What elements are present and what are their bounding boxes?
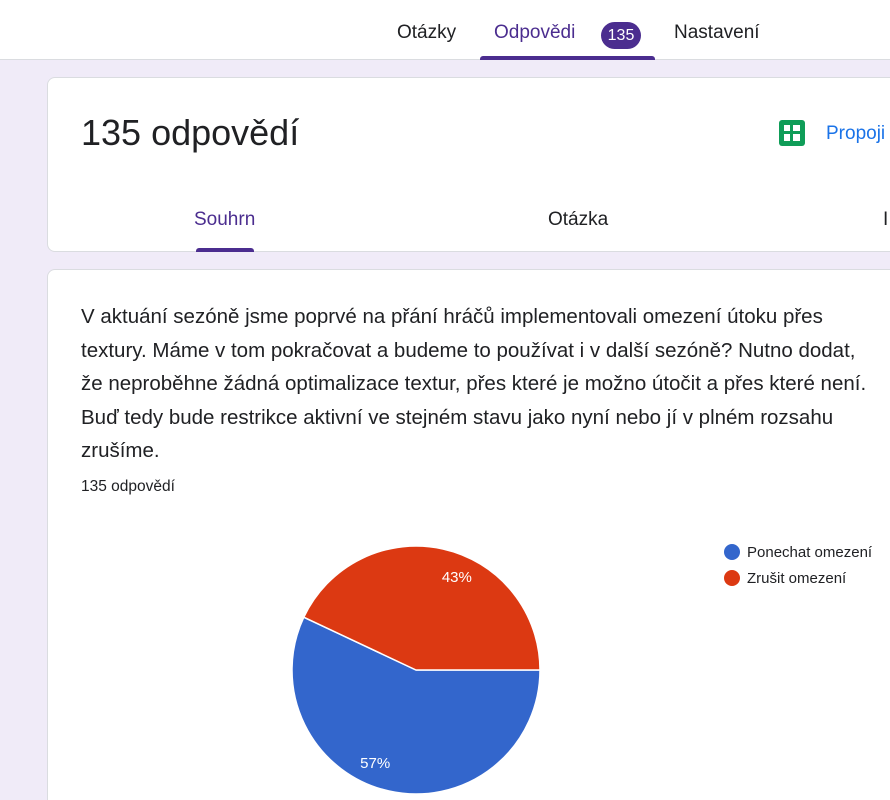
tab-summary[interactable]: Souhrn — [194, 209, 256, 230]
summary-tab-indicator — [196, 248, 254, 252]
tab-responses[interactable]: Odpovědi — [494, 22, 576, 43]
top-navigation: Otázky Odpovědi 135 Nastavení — [0, 0, 890, 60]
legend-label: Zrušit omezení — [747, 570, 847, 587]
pie-chart: 57% 43% — [291, 545, 541, 795]
legend-dot-icon — [724, 544, 740, 560]
pie-data-label-1: 57% — [360, 755, 390, 772]
link-to-sheets-button[interactable]: Propoji — [826, 123, 886, 144]
legend-label: Ponechat omezení — [747, 544, 873, 561]
responses-header-card: 135 odpovědí Propoji Souhrn Otázka I — [47, 77, 890, 252]
pie-slice-1[interactable] — [291, 616, 541, 795]
question-summary-card: V aktuání sezóně jsme poprvé na přání hr… — [47, 269, 890, 800]
responses-count-badge: 135 — [601, 22, 641, 49]
tab-individual[interactable]: I — [883, 209, 889, 230]
tab-settings[interactable]: Nastavení — [674, 22, 760, 43]
legend-dot-icon — [724, 570, 740, 586]
response-count: 135 odpovědí — [81, 478, 175, 495]
tab-question[interactable]: Otázka — [548, 209, 609, 230]
question-text: V aktuání sezóně jsme poprvé na přání hr… — [81, 305, 867, 462]
pie-data-label-2: 43% — [442, 569, 472, 586]
sheets-icon[interactable] — [779, 120, 805, 146]
active-tab-indicator — [480, 56, 655, 60]
tab-questions[interactable]: Otázky — [397, 22, 457, 43]
pie-slice-2[interactable] — [302, 545, 541, 671]
page-title: 135 odpovědí — [81, 112, 300, 153]
